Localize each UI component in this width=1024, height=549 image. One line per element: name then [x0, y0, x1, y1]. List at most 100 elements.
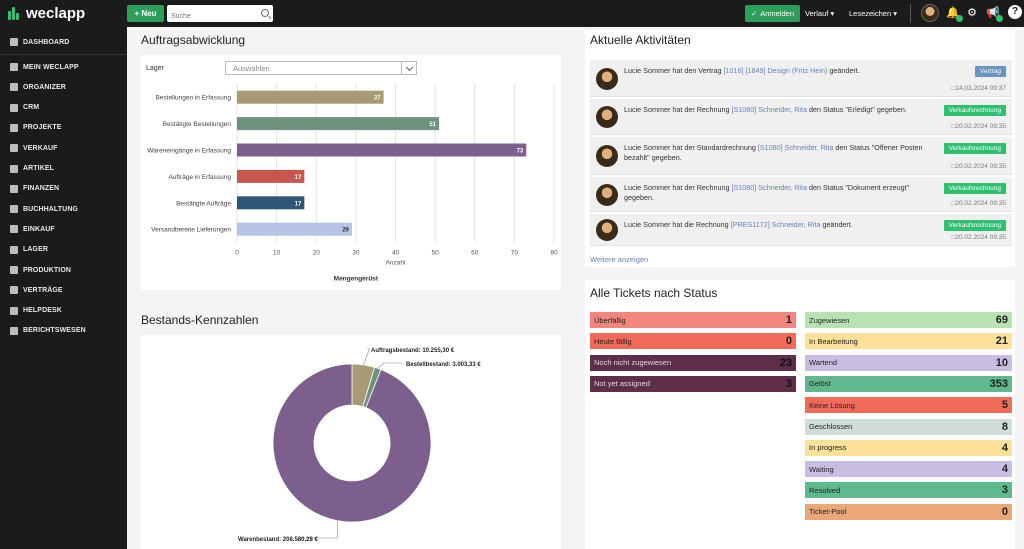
sidebar-item-mein-weclapp[interactable]: MEIN WECLAPP: [0, 59, 127, 75]
activity-link[interactable]: [PRES1172] Schneider, Rita: [730, 220, 821, 229]
bar[interactable]: [237, 196, 305, 210]
ticket-status-label: Geschlossen: [809, 422, 853, 431]
category-label: Wareneingänge in Erfassung: [147, 148, 231, 155]
ticket-status-row[interactable]: Keine Lösung 5: [805, 397, 1012, 414]
new-button[interactable]: + Neu: [127, 5, 164, 22]
sidebar-item-dashboard[interactable]: DASHBOARD: [0, 34, 127, 50]
stock-title: Bestands-Kennzahlen: [141, 313, 259, 327]
activity-link[interactable]: [1016] [1849] Design (Fritz Hein): [723, 66, 828, 75]
ticket-status-count: 4: [1001, 463, 1008, 476]
activity-avatar[interactable]: [596, 145, 618, 167]
ticket-status-row[interactable]: Not yet assigned 3: [590, 375, 796, 392]
activity-link[interactable]: [S1080] Schneider, Rita: [731, 105, 808, 114]
activity-avatar[interactable]: [596, 219, 618, 241]
ticket-status-row[interactable]: Gelöst 353: [805, 375, 1012, 392]
ticket-status-label: Gelöst: [809, 379, 831, 389]
bar[interactable]: [237, 169, 305, 183]
activity-item: Lucie Sommer hat die Rechnung [PRES1172]…: [590, 214, 1012, 246]
ticket-status-row[interactable]: Ticket-Pool 0: [805, 503, 1012, 520]
logo[interactable]: weclapp: [8, 5, 85, 22]
stock-donut-chart: Auftragsbestand: 10.255,30 € Bestellbesta…: [238, 348, 481, 543]
bar[interactable]: [237, 143, 527, 157]
activity-tag[interactable]: Verkaufsrechnung: [943, 143, 1006, 154]
activity-avatar[interactable]: [596, 67, 618, 90]
user-avatar[interactable]: [921, 4, 939, 22]
ticket-status-row[interactable]: In Bearbeitung 21: [805, 333, 1012, 350]
sidebar-item-lager[interactable]: LAGER: [0, 242, 127, 258]
ticket-status-count: 5: [1001, 399, 1008, 412]
activity-tag[interactable]: Verkaufsrechnung: [943, 183, 1006, 194]
home-icon: [10, 63, 18, 71]
donut-slice[interactable]: [272, 363, 432, 523]
sidebar-item-produktion[interactable]: PRODUKTION: [0, 262, 127, 278]
login-button[interactable]: ✓ Anmelden: [745, 5, 800, 22]
bar[interactable]: [237, 222, 352, 236]
activity-text: Lucie Sommer hat der Rechnung [S1080] Sc…: [624, 105, 924, 115]
ticket-status-row[interactable]: Resolved 3: [805, 482, 1012, 499]
activity-tag[interactable]: Verkaufsrechnung: [943, 105, 1006, 116]
news-badge: [996, 15, 1003, 22]
orders-bar-chart: 0 10 20 30 40 50 60 70 80 Bestellungen in Erfassu…: [147, 84, 558, 282]
sidebar-item-verkauf[interactable]: VERKAUF: [0, 140, 127, 156]
notification-badge: [956, 15, 963, 22]
sidebar-item-finanzen[interactable]: FINANZEN: [0, 181, 127, 197]
top-bar: weclapp + Neu ✓ Anmelden Verlauf ▾ Lesez…: [0, 0, 1024, 27]
activity-tag[interactable]: Vertrag: [975, 66, 1006, 77]
help-icon[interactable]: ?: [1008, 5, 1022, 19]
ticket-status-count: 0: [785, 335, 792, 348]
bookmarks-menu[interactable]: Lesezeichen ▾: [849, 9, 897, 18]
chevron-down-icon: ▾: [830, 9, 835, 18]
sidebar-item-label: CRM: [23, 104, 40, 112]
sidebar-item-einkauf[interactable]: EINKAUF: [0, 221, 127, 237]
ticket-status-row[interactable]: Noch nicht zugewiesen 23: [590, 354, 796, 371]
activities-title: Aktuelle Aktivitäten: [590, 33, 691, 47]
helpdesk-icon: [10, 306, 18, 315]
search-input[interactable]: [167, 8, 255, 25]
slice-leader-line: [298, 520, 338, 539]
activity-text-pre: Lucie Sommer hat den Vertrag: [624, 66, 724, 75]
sidebar-item-label: ORGANIZER: [23, 83, 66, 91]
contracts-icon: [10, 286, 18, 295]
sidebar-item-berichtswesen[interactable]: BERICHTSWESEN: [0, 323, 127, 339]
bell-icon[interactable]: 🔔: [946, 6, 963, 22]
more-activities-link[interactable]: Weitere anzeigen: [590, 255, 649, 264]
sidebar-item-verträge[interactable]: VERTRÄGE: [0, 282, 127, 298]
activity-link[interactable]: [S1080] Schneider, Rita: [757, 143, 834, 152]
ticket-status-row[interactable]: Waiting 4: [805, 461, 1012, 478]
ticket-status-row[interactable]: Überfällig 1: [590, 312, 796, 328]
ticket-status-row[interactable]: Wartend 10: [805, 354, 1012, 371]
bar[interactable]: [237, 117, 440, 131]
ticket-status-row[interactable]: Zugewiesen 69: [805, 312, 1012, 328]
sidebar-item-helpdesk[interactable]: HELPDESK: [0, 303, 127, 319]
ticket-status-label: In Bearbeitung: [809, 336, 858, 346]
lager-select[interactable]: Auswählen: [225, 61, 417, 75]
sidebar-item-artikel[interactable]: ARTIKEL: [0, 161, 127, 177]
bar-value-label: 73: [517, 149, 524, 155]
sidebar-item-crm[interactable]: CRM: [0, 100, 127, 116]
megaphone-icon[interactable]: 📢: [986, 6, 1003, 22]
ticket-status-count: 69: [995, 314, 1008, 326]
activity-text: Lucie Sommer hat der Rechnung [S1080] Sc…: [624, 183, 924, 203]
ticket-status-row[interactable]: Geschlossen 8: [805, 418, 1012, 435]
bar[interactable]: [237, 90, 384, 104]
search-icon[interactable]: [261, 9, 269, 17]
chevron-down-icon[interactable]: [401, 62, 416, 74]
sidebar-item-organizer[interactable]: ORGANIZER: [0, 79, 127, 95]
gear-icon[interactable]: ⚙: [967, 7, 977, 19]
ticket-status-count: 0: [1001, 505, 1008, 518]
sidebar-item-projekte[interactable]: PROJEKTE: [0, 120, 127, 136]
ticket-status-row[interactable]: In progress 4: [805, 439, 1012, 456]
sidebar-item-buchhaltung[interactable]: BUCHHALTUNG: [0, 201, 127, 217]
activity-time: 20.02.2024 09:35: [952, 123, 1006, 130]
projects-icon: [10, 123, 18, 132]
ticket-status-row[interactable]: Heute fällig 0: [590, 333, 796, 350]
activity-tag[interactable]: Verkaufsrechnung: [943, 220, 1006, 231]
history-menu[interactable]: Verlauf ▾: [805, 9, 834, 18]
activity-avatar[interactable]: [596, 183, 618, 206]
activity-link[interactable]: [S1080] Schneider, Rita: [731, 183, 808, 192]
x-tick-label: 0: [235, 249, 239, 256]
activity-avatar[interactable]: [596, 106, 618, 128]
activity-text-pre: Lucie Sommer hat die Rechnung: [624, 220, 731, 229]
sidebar-item-label: EINKAUF: [23, 225, 55, 233]
ticket-status-label: Ticket-Pool: [809, 507, 847, 517]
